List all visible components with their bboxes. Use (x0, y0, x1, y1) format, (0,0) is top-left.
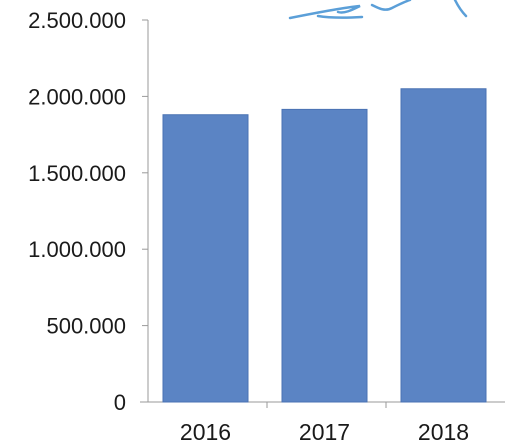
x-category-label: 2016 (180, 419, 231, 445)
bar-2018 (400, 88, 487, 403)
y-tick-label: 2.500.000 (28, 8, 126, 33)
y-tick-label: 1.000.000 (28, 237, 126, 262)
bars (162, 88, 487, 403)
y-tick-label: 2.000.000 (28, 84, 126, 109)
y-tick-label: 0 (114, 390, 126, 415)
y-tick-label: 500.000 (46, 314, 126, 339)
x-ticks: 2016 2017 2018 (180, 402, 469, 445)
y-tick-label: 1.500.000 (28, 161, 126, 186)
x-category-label: 2018 (418, 419, 469, 445)
y-ticks: 0 500.000 1.000.000 1.500.000 2.000.000 2.500… (28, 8, 148, 415)
bar-2016 (162, 114, 249, 403)
bar-2017 (281, 108, 368, 403)
handwritten-scribble (288, 0, 468, 20)
x-category-label: 2017 (299, 419, 350, 445)
